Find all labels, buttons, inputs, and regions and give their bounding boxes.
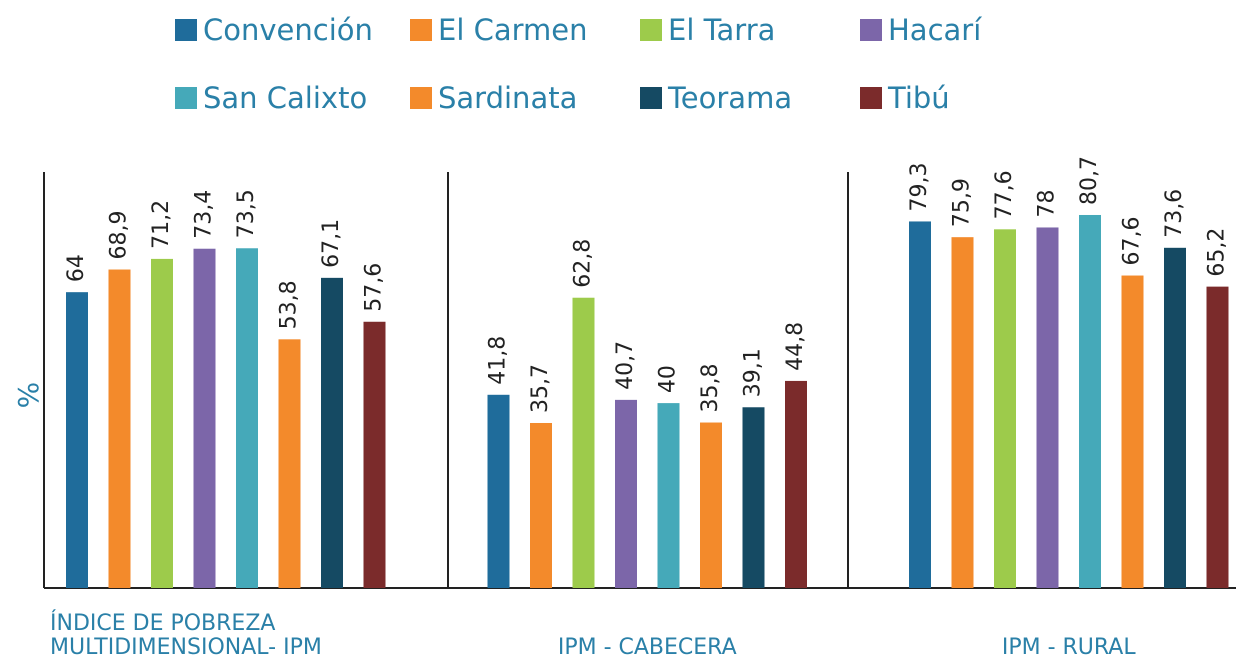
legend-label: San Calixto xyxy=(203,81,367,115)
bar xyxy=(1121,275,1144,588)
y-axis-label: % xyxy=(12,382,45,409)
legend-label: Sardinata xyxy=(438,81,577,115)
data-label: 53,8 xyxy=(277,280,302,329)
data-label: 71,2 xyxy=(149,200,174,249)
legend-swatch xyxy=(410,87,432,109)
bar xyxy=(530,422,552,588)
bar xyxy=(278,339,301,588)
data-label: 35,8 xyxy=(698,364,723,413)
bar xyxy=(236,248,258,588)
data-label: 73,5 xyxy=(234,189,259,238)
data-label: 67,6 xyxy=(1120,217,1145,266)
data-label: 57,6 xyxy=(362,263,387,312)
bar xyxy=(785,380,807,588)
data-label: 73,4 xyxy=(192,190,217,239)
bar xyxy=(193,248,216,588)
legend-swatch xyxy=(640,87,662,109)
data-label: 40,7 xyxy=(613,341,638,390)
data-label: 39,1 xyxy=(741,348,766,397)
data-label: 79,3 xyxy=(907,162,932,211)
legend-label: Tibú xyxy=(887,81,950,115)
data-label: 80,7 xyxy=(1077,156,1102,205)
legend-label: Hacarí xyxy=(888,13,982,47)
bar xyxy=(363,321,386,588)
data-label: 62,8 xyxy=(571,239,596,288)
data-label: 75,9 xyxy=(950,178,975,227)
legend-swatch xyxy=(410,19,432,41)
bar xyxy=(1206,286,1229,588)
legend-swatch xyxy=(860,87,882,109)
data-label: 64 xyxy=(64,254,89,282)
legend-swatch xyxy=(640,19,662,41)
x-tick-label: IPM - CABECERA xyxy=(557,635,737,660)
bar xyxy=(487,394,510,588)
x-tick-label: IPM - RURAL xyxy=(1001,635,1136,660)
data-label: 67,1 xyxy=(319,219,344,268)
bar xyxy=(1079,214,1101,588)
legend-swatch xyxy=(860,19,882,41)
data-label: 44,8 xyxy=(783,322,808,371)
data-label: 35,7 xyxy=(528,364,553,413)
data-label: 78 xyxy=(1035,189,1060,217)
bar xyxy=(572,297,595,588)
data-label: 65,2 xyxy=(1205,228,1230,277)
bar xyxy=(321,277,343,588)
x-tick-label: ÍNDICE DE POBREZA MULTIDIMENSIONAL- IPM xyxy=(50,611,322,660)
legend-swatch xyxy=(175,87,197,109)
bar xyxy=(700,422,722,588)
legend-label: Teorama xyxy=(667,81,792,115)
bar xyxy=(742,407,765,588)
bar xyxy=(994,229,1016,588)
data-label: 73,6 xyxy=(1162,189,1187,238)
bar xyxy=(951,237,974,588)
data-label: 68,9 xyxy=(107,211,132,260)
legend-swatch xyxy=(175,19,197,41)
legend-label: El Tarra xyxy=(668,13,775,47)
bar xyxy=(108,269,131,588)
bar xyxy=(909,221,931,589)
data-label: 41,8 xyxy=(486,336,511,385)
bar xyxy=(1036,227,1059,588)
data-label: 77,6 xyxy=(992,170,1017,219)
data-label: 40 xyxy=(656,365,681,393)
bar xyxy=(151,258,173,588)
bar xyxy=(66,292,88,588)
bar xyxy=(615,399,637,588)
bar xyxy=(657,403,680,588)
legend-label: El Carmen xyxy=(438,13,588,47)
legend-label: Convención xyxy=(203,13,373,47)
bar xyxy=(1164,247,1186,588)
